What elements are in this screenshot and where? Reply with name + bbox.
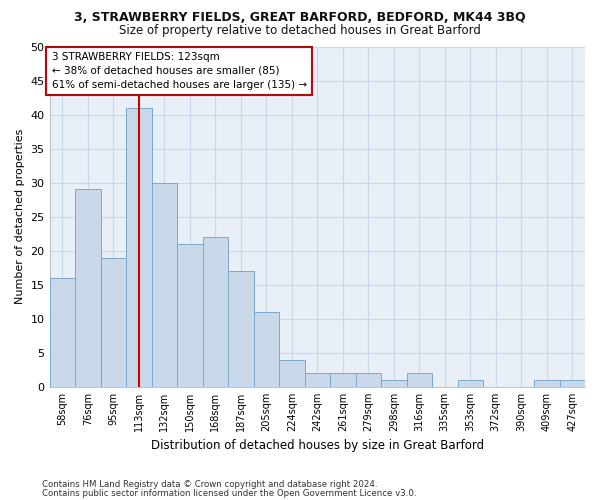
Bar bbox=[203, 237, 228, 387]
Bar bbox=[126, 108, 152, 387]
Bar bbox=[381, 380, 407, 387]
X-axis label: Distribution of detached houses by size in Great Barford: Distribution of detached houses by size … bbox=[151, 440, 484, 452]
Y-axis label: Number of detached properties: Number of detached properties bbox=[15, 129, 25, 304]
Bar bbox=[50, 278, 75, 387]
Text: Size of property relative to detached houses in Great Barford: Size of property relative to detached ho… bbox=[119, 24, 481, 37]
Bar bbox=[152, 182, 177, 387]
Bar bbox=[356, 374, 381, 387]
Bar bbox=[101, 258, 126, 387]
Text: 3 STRAWBERRY FIELDS: 123sqm
← 38% of detached houses are smaller (85)
61% of sem: 3 STRAWBERRY FIELDS: 123sqm ← 38% of det… bbox=[52, 52, 307, 90]
Bar bbox=[279, 360, 305, 387]
Bar bbox=[407, 374, 432, 387]
Bar bbox=[75, 190, 101, 387]
Bar bbox=[177, 244, 203, 387]
Text: 3, STRAWBERRY FIELDS, GREAT BARFORD, BEDFORD, MK44 3BQ: 3, STRAWBERRY FIELDS, GREAT BARFORD, BED… bbox=[74, 11, 526, 24]
Bar bbox=[254, 312, 279, 387]
Bar bbox=[560, 380, 585, 387]
Bar bbox=[330, 374, 356, 387]
Text: Contains public sector information licensed under the Open Government Licence v3: Contains public sector information licen… bbox=[42, 488, 416, 498]
Bar bbox=[534, 380, 560, 387]
Bar bbox=[305, 374, 330, 387]
Bar bbox=[458, 380, 483, 387]
Text: Contains HM Land Registry data © Crown copyright and database right 2024.: Contains HM Land Registry data © Crown c… bbox=[42, 480, 377, 489]
Bar bbox=[228, 271, 254, 387]
